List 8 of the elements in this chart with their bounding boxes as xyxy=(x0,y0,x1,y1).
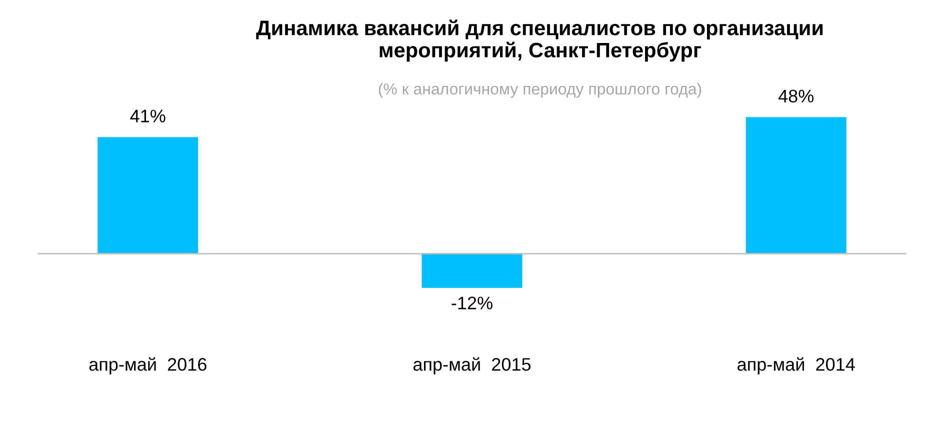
data-label: 41% xyxy=(130,110,166,122)
x-tick-label: апр-май 2014 xyxy=(738,357,855,374)
x-tick-label: апр-май 2015 xyxy=(413,357,531,374)
x-tick-label: апр-май 2016 xyxy=(89,357,206,374)
data-label: -12% xyxy=(452,296,492,310)
data-label: 48% xyxy=(778,90,814,103)
chart-title: Динамика вакансий для специалистов по организации мероприятий, Санкт-Петербург xyxy=(256,20,823,62)
chart-subtitle: (% к аналогичному периоду прошлого года) xyxy=(378,82,702,98)
